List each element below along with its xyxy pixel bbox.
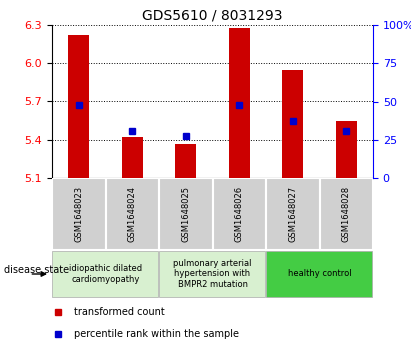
Text: disease state: disease state [4,265,69,276]
Text: pulmonary arterial
hypertension with
BMPR2 mutation: pulmonary arterial hypertension with BMP… [173,259,252,289]
Text: GSM1648027: GSM1648027 [288,186,297,242]
Bar [52,178,106,250]
Bar [52,251,158,297]
Text: GSM1648028: GSM1648028 [342,186,351,242]
Title: GDS5610 / 8031293: GDS5610 / 8031293 [142,8,283,23]
Bar [68,35,90,178]
Bar [175,144,196,178]
Text: idiopathic dilated
cardiomyopathy: idiopathic dilated cardiomyopathy [69,264,142,284]
Bar [212,178,266,250]
Text: GSM1648025: GSM1648025 [181,186,190,242]
Text: healthy control: healthy control [288,269,351,278]
Text: transformed count: transformed count [74,307,165,317]
Bar [319,178,373,250]
Bar [266,178,319,250]
Text: percentile rank within the sample: percentile rank within the sample [74,329,240,339]
Bar [122,137,143,178]
Bar [335,121,357,178]
Bar [106,178,159,250]
Text: GSM1648026: GSM1648026 [235,186,244,242]
Bar [282,70,303,178]
Text: GSM1648023: GSM1648023 [74,186,83,242]
Bar [229,28,250,178]
Bar [159,251,265,297]
Bar [159,178,212,250]
Bar [266,251,372,297]
Text: GSM1648024: GSM1648024 [128,186,137,242]
